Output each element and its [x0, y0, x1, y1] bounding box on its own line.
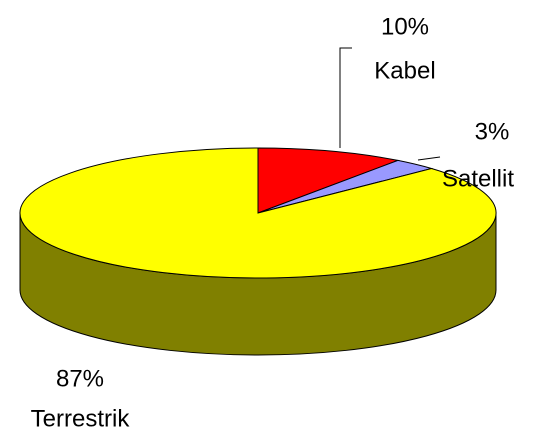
value-label: 3%	[475, 118, 510, 145]
category-label: Satellit	[442, 165, 514, 192]
value-label: 10%	[381, 13, 429, 40]
value-label: 87%	[56, 365, 104, 392]
slices	[19, 147, 497, 279]
leader-line	[339, 47, 352, 148]
slice	[257, 147, 400, 214]
slice	[19, 147, 497, 279]
leader-line	[417, 156, 441, 161]
category-label: Terrestrik	[31, 405, 131, 432]
category-label: Kabel	[374, 57, 435, 84]
